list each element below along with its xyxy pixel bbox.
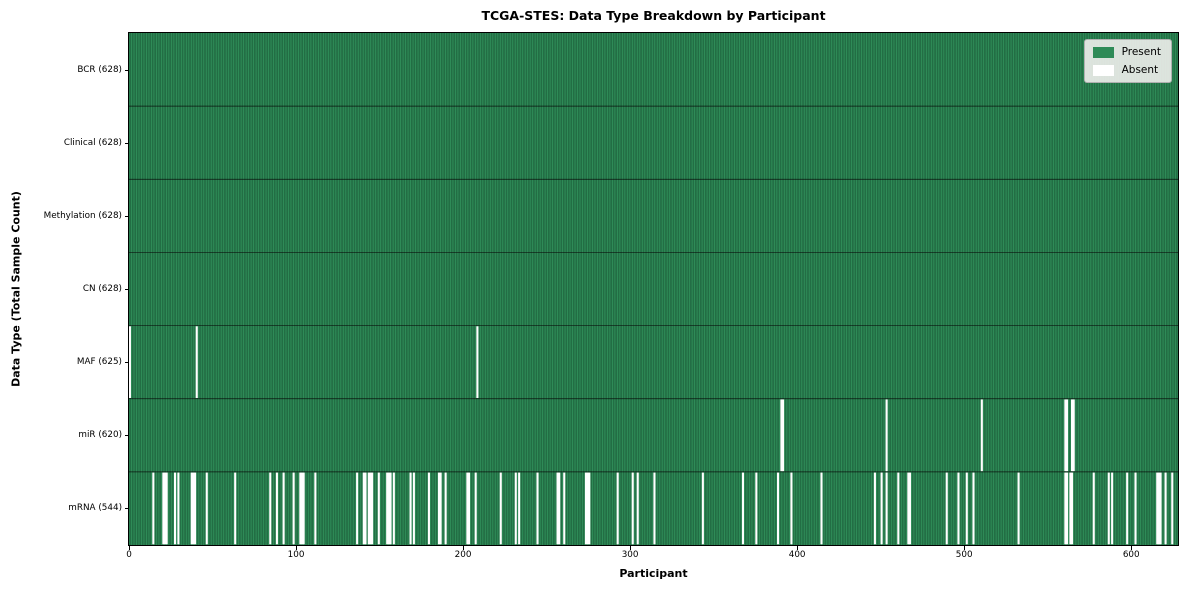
legend-item-absent: Absent [1092, 64, 1161, 76]
legend: Present Absent [1083, 39, 1172, 83]
plot-area [128, 32, 1179, 546]
y-tick-mark [125, 142, 129, 144]
x-tick-mark [964, 546, 966, 550]
legend-swatch-present [1092, 46, 1114, 58]
x-axis-label: Participant [619, 567, 688, 580]
y-tick-label-mrna: mRNA (544) [68, 503, 122, 514]
y-tick-mark [125, 289, 129, 290]
x-tick-label-600: 600 [1122, 550, 1140, 560]
legend-label: Absent [1121, 64, 1159, 76]
y-tick-label-mir: miR (620) [78, 430, 122, 441]
chart-title: TCGA-STES: Data Type Breakdown by Partic… [481, 8, 826, 23]
x-tick-label-100: 100 [287, 550, 305, 560]
y-tick-label-methylation: Methylation (628) [43, 210, 122, 221]
x-tick-mark [463, 546, 465, 550]
y-tick-mark [125, 215, 129, 217]
legend-swatch-absent [1092, 64, 1114, 76]
x-tick-label-200: 200 [454, 550, 472, 560]
x-tick-label-300: 300 [621, 550, 639, 560]
x-tick-label-500: 500 [955, 550, 973, 560]
y-tick-label-clinical: Clinical (628) [63, 137, 122, 148]
y-tick-mark [125, 69, 129, 71]
x-tick-label-0: 0 [126, 550, 132, 560]
x-tick-label-400: 400 [788, 550, 806, 560]
y-tick-label-cn: CN (628) [82, 284, 122, 294]
y-tick-mark [125, 435, 129, 437]
legend-label: Present [1121, 46, 1161, 58]
x-tick-mark [1131, 546, 1133, 550]
y-tick-label-maf: MAF (625) [76, 357, 122, 368]
legend-item-present: Present [1092, 46, 1161, 58]
x-tick-mark [296, 546, 298, 550]
y-tick-label-bcr: BCR (628) [77, 64, 122, 75]
x-tick-mark [797, 546, 799, 550]
heatmap-canvas [129, 33, 1178, 545]
x-tick-mark [129, 546, 130, 550]
y-tick-mark [125, 508, 129, 510]
y-tick-mark [125, 362, 129, 364]
x-tick-mark [630, 546, 632, 550]
